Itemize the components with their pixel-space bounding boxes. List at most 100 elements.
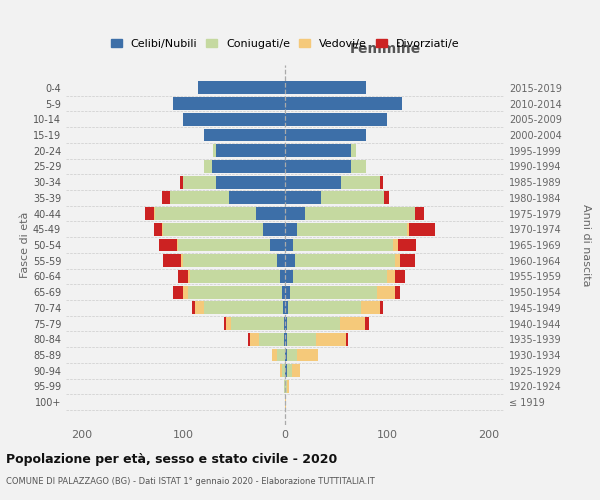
Bar (361, 302, 380, 314)
Bar (285, 270, 293, 283)
Bar (226, 317, 231, 330)
Bar (285, 380, 287, 393)
Bar (284, 333, 285, 346)
Bar (393, 238, 398, 252)
Bar (305, 207, 415, 220)
Bar (256, 207, 285, 220)
Bar (295, 254, 395, 267)
Bar (180, 176, 183, 188)
Bar (395, 270, 405, 283)
Bar (170, 192, 229, 204)
Bar (163, 223, 263, 235)
Bar (297, 348, 317, 362)
Bar (384, 192, 389, 204)
Text: Popolazione per età, sesso e stato civile - 2020: Popolazione per età, sesso e stato civil… (6, 452, 337, 466)
Bar (290, 286, 377, 298)
Bar (409, 223, 435, 235)
Bar (292, 364, 300, 377)
Bar (287, 364, 292, 377)
Bar (398, 238, 416, 252)
Bar (351, 144, 356, 157)
Bar (145, 207, 154, 220)
Bar (285, 207, 305, 220)
Bar (158, 238, 177, 252)
Bar (193, 302, 196, 314)
Bar (287, 348, 297, 362)
Bar (173, 286, 183, 298)
Bar (284, 317, 285, 330)
Bar (285, 333, 287, 346)
Bar (346, 333, 348, 346)
Bar (285, 160, 351, 173)
Bar (285, 238, 293, 252)
Bar (282, 286, 285, 298)
Bar (285, 97, 402, 110)
Bar (154, 223, 162, 235)
Bar (188, 286, 282, 298)
Bar (250, 333, 259, 346)
Bar (285, 396, 286, 408)
Bar (285, 82, 367, 94)
Bar (272, 348, 277, 362)
Bar (297, 223, 407, 235)
Bar (196, 302, 203, 314)
Text: COMUNE DI PALAZZAGO (BG) - Dati ISTAT 1° gennaio 2020 - Elaborazione TUTTITALIA.: COMUNE DI PALAZZAGO (BG) - Dati ISTAT 1°… (6, 478, 375, 486)
Bar (283, 302, 285, 314)
Bar (183, 286, 188, 298)
Bar (173, 97, 285, 110)
Bar (162, 192, 170, 204)
Bar (183, 254, 277, 267)
Bar (285, 223, 297, 235)
Bar (285, 286, 290, 298)
Legend: Celibi/Nubili, Coniugati/e, Vedovi/e, Divorziati/e: Celibi/Nubili, Coniugati/e, Vedovi/e, Di… (106, 34, 464, 54)
Bar (341, 176, 380, 188)
Bar (177, 238, 178, 252)
Bar (285, 113, 387, 126)
Bar (203, 128, 285, 141)
Bar (395, 254, 400, 267)
Bar (351, 160, 367, 173)
Bar (285, 348, 287, 362)
Bar (377, 286, 395, 298)
Bar (155, 207, 256, 220)
Y-axis label: Fasce di età: Fasce di età (20, 212, 30, 278)
Bar (285, 144, 351, 157)
Bar (248, 333, 250, 346)
Bar (162, 223, 163, 235)
Bar (285, 364, 287, 377)
Bar (320, 192, 384, 204)
Bar (365, 317, 368, 330)
Text: Femmine: Femmine (350, 42, 421, 56)
Bar (285, 176, 341, 188)
Bar (178, 270, 188, 283)
Bar (277, 348, 285, 362)
Bar (154, 207, 155, 220)
Bar (263, 223, 285, 235)
Bar (188, 270, 190, 283)
Bar (285, 254, 295, 267)
Bar (287, 317, 340, 330)
Bar (203, 302, 283, 314)
Bar (340, 317, 365, 330)
Bar (212, 144, 216, 157)
Bar (203, 160, 212, 173)
Bar (277, 254, 285, 267)
Bar (316, 333, 346, 346)
Bar (284, 380, 285, 393)
Bar (183, 176, 216, 188)
Bar (216, 144, 285, 157)
Bar (280, 364, 282, 377)
Bar (287, 380, 289, 393)
Bar (407, 223, 409, 235)
Bar (163, 254, 181, 267)
Bar (229, 192, 285, 204)
Bar (178, 238, 270, 252)
Bar (270, 238, 285, 252)
Bar (285, 128, 367, 141)
Bar (212, 160, 285, 173)
Bar (224, 317, 226, 330)
Bar (395, 286, 400, 298)
Bar (285, 302, 288, 314)
Bar (190, 270, 280, 283)
Bar (288, 302, 361, 314)
